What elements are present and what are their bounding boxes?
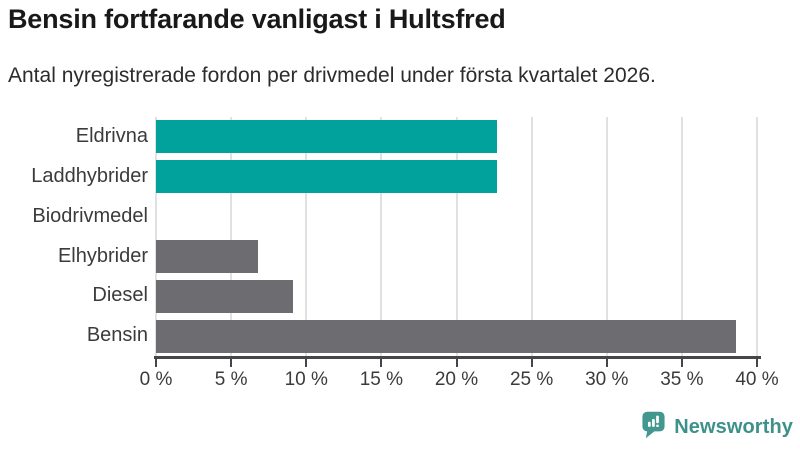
- x-axis-tick-5: [230, 359, 233, 367]
- gridline-25: [530, 117, 533, 356]
- gridline-35: [680, 117, 683, 356]
- bar-elhybrider: [156, 239, 259, 273]
- x-axis-tick-label-25: 25 %: [509, 369, 554, 390]
- category-label-laddhybrider: Laddhybrider: [31, 164, 148, 187]
- gridline-10: [305, 117, 308, 356]
- x-axis-tick-label-40: 40 %: [735, 369, 779, 390]
- newsworthy-logo[interactable]: Newsworthy: [642, 411, 793, 444]
- x-axis-tick-label-20: 20 %: [434, 369, 479, 390]
- x-axis-line: [154, 356, 761, 359]
- newsworthy-bar-chart-bubble-icon: [642, 411, 665, 444]
- bar-laddhybrider: [156, 160, 498, 194]
- x-axis-tick-label-5: 5 %: [214, 369, 248, 390]
- x-axis-tick-label-30: 30 %: [585, 369, 629, 390]
- gridline-5: [230, 117, 233, 356]
- x-axis-tick-20: [455, 359, 458, 367]
- x-axis-tick-25: [530, 359, 533, 367]
- x-axis-tick-label-35: 35 %: [660, 369, 704, 390]
- bar-bensin: [156, 319, 736, 353]
- x-axis-tick-label-0: 0 %: [139, 369, 173, 390]
- gridline-30: [605, 117, 608, 356]
- gridline-15: [380, 117, 383, 356]
- category-label-eldrivna: Eldrivna: [75, 125, 148, 147]
- x-axis-tick-40: [756, 359, 758, 367]
- chart-title: Bensin fortfarande vanligast i Hultsfred: [8, 4, 506, 34]
- chart-subtitle: Antal nyregistrerade fordon per drivmede…: [8, 64, 656, 87]
- category-label-biodrivmedel: Biodrivmedel: [32, 204, 148, 227]
- x-axis-tick-35: [680, 359, 683, 367]
- category-label-bensin: Bensin: [86, 324, 148, 347]
- gridline-0: [155, 117, 157, 356]
- x-axis-tick-label-15: 15 %: [359, 369, 404, 390]
- bar-diesel: [156, 279, 293, 313]
- bar-eldrivna: [156, 120, 498, 154]
- gridline-40: [756, 117, 758, 356]
- x-axis-tick-10: [305, 359, 308, 367]
- x-axis-tick-15: [380, 359, 383, 367]
- category-label-diesel: Diesel: [92, 284, 148, 307]
- x-axis-tick-0: [155, 359, 157, 367]
- gridline-20: [455, 117, 458, 356]
- x-axis-tick-label-10: 10 %: [284, 369, 328, 390]
- newsworthy-logo-text: Newsworthy: [674, 416, 793, 438]
- x-axis-tick-30: [605, 359, 608, 367]
- category-label-elhybrider: Elhybrider: [57, 244, 148, 267]
